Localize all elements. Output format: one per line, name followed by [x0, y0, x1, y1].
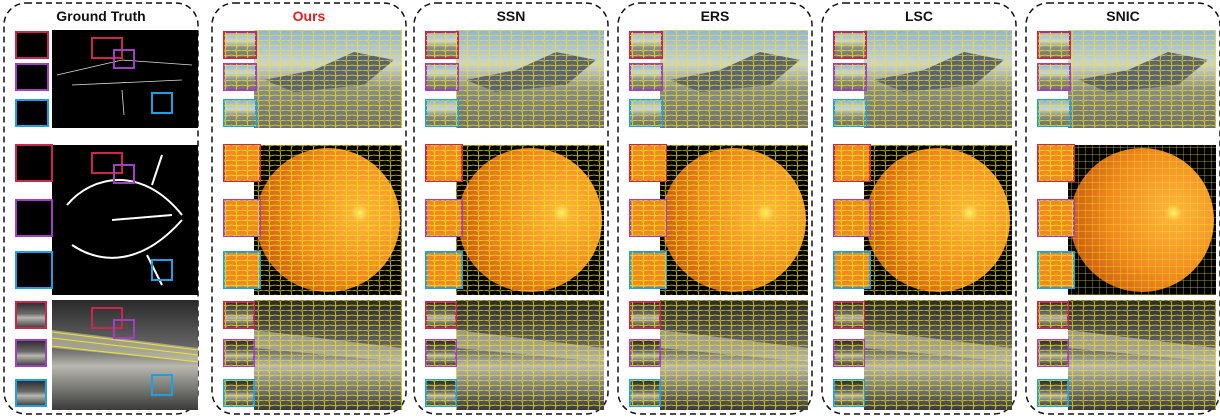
superpixels [660, 145, 808, 295]
panel-title: SSN [497, 8, 526, 24]
panel-border [413, 2, 609, 415]
gt-layers [51, 331, 199, 363]
superpixels [864, 30, 1012, 128]
thumbnail-overlay [834, 302, 864, 328]
thumbnail-overlay [224, 252, 260, 288]
panel-border [3, 2, 199, 415]
thumbnail-overlay [1038, 380, 1068, 406]
thumbnail-overlay [630, 200, 666, 236]
thumbnail [15, 301, 47, 329]
gt-box [151, 92, 173, 114]
panel-title: ERS [701, 8, 730, 24]
gt-lines [56, 59, 193, 116]
thumbnail-overlay [630, 340, 660, 366]
thumbnail-overlay [834, 32, 866, 58]
thumbnail-overlay [224, 340, 254, 366]
panel-border [211, 2, 407, 415]
thumbnail-overlay [630, 380, 660, 406]
superpixels [254, 145, 402, 295]
thumbnail [15, 199, 53, 237]
thumbnail-overlay [426, 32, 458, 58]
thumbnail-overlay [224, 32, 256, 58]
thumbnail-overlay [1038, 100, 1070, 126]
thumbnail-overlay [834, 200, 870, 236]
superpixels [660, 30, 808, 128]
thumbnail-overlay [224, 200, 260, 236]
gt-box [113, 319, 135, 339]
thumbnail-overlay [426, 302, 456, 328]
thumbnail-overlay [1038, 32, 1070, 58]
thumbnail-overlay [834, 64, 866, 90]
thumbnail-overlay [1038, 64, 1070, 90]
image [52, 145, 198, 295]
thumbnail-overlay [1038, 302, 1068, 328]
thumbnail-overlay [630, 100, 662, 126]
thumbnail-overlay [630, 64, 662, 90]
thumbnail-overlay [834, 145, 870, 181]
gt-box [91, 37, 123, 59]
thumbnail-overlay [630, 302, 660, 328]
thumbnail-overlay [224, 64, 256, 90]
thumbnail-overlay [834, 252, 870, 288]
thumbnail-overlay [630, 252, 666, 288]
thumbnail-overlay [630, 32, 662, 58]
panel-border [821, 2, 1017, 415]
thumbnail [15, 144, 53, 182]
image [52, 30, 198, 128]
thumbnail-overlay [426, 200, 462, 236]
superpixels [456, 30, 604, 128]
panel-title: SNIC [1106, 8, 1139, 24]
gt-box [91, 152, 123, 174]
panel-border [617, 2, 813, 415]
thumbnail-overlay [1038, 252, 1074, 288]
thumbnail-overlay [1038, 145, 1074, 181]
thumbnail-overlay [630, 145, 666, 181]
superpixels [1068, 145, 1216, 295]
thumbnail-overlay [224, 380, 254, 406]
thumbnail-overlay [834, 380, 864, 406]
thumbnail-overlay [426, 64, 458, 90]
thumbnail [15, 339, 47, 367]
superpixels [864, 300, 1012, 410]
superpixels [1068, 30, 1216, 128]
thumbnail [15, 251, 53, 289]
panel-border [1025, 2, 1220, 415]
thumbnail-overlay [1038, 200, 1074, 236]
thumbnail [15, 31, 49, 59]
thumbnail-overlay [426, 252, 462, 288]
vessels [66, 154, 183, 286]
thumbnail-overlay [834, 100, 866, 126]
gt-box [151, 259, 173, 281]
superpixels [456, 145, 604, 295]
superpixels [254, 30, 402, 128]
gt-box [113, 49, 135, 69]
thumbnail-overlay [224, 145, 260, 181]
superpixels [456, 300, 604, 410]
gt-box [113, 164, 135, 184]
gt-box [151, 374, 173, 396]
thumbnail-overlay [224, 100, 256, 126]
thumbnail-overlay [426, 340, 456, 366]
superpixels [660, 300, 808, 410]
superpixels [1068, 300, 1216, 410]
panel-title: LSC [905, 8, 933, 24]
panel-title: Ground Truth [56, 8, 145, 24]
gt-box [91, 307, 123, 329]
superpixels [254, 300, 402, 410]
thumbnail-overlay [224, 302, 254, 328]
thumbnail-overlay [426, 100, 458, 126]
thumbnail-overlay [426, 380, 456, 406]
panel-title: Ours [293, 8, 326, 24]
thumbnail [15, 63, 49, 91]
thumbnail [15, 379, 47, 407]
thumbnail-overlay [1038, 340, 1068, 366]
thumbnail-overlay [834, 340, 864, 366]
thumbnail [15, 99, 49, 127]
superpixels [864, 145, 1012, 295]
thumbnail-overlay [426, 145, 462, 181]
